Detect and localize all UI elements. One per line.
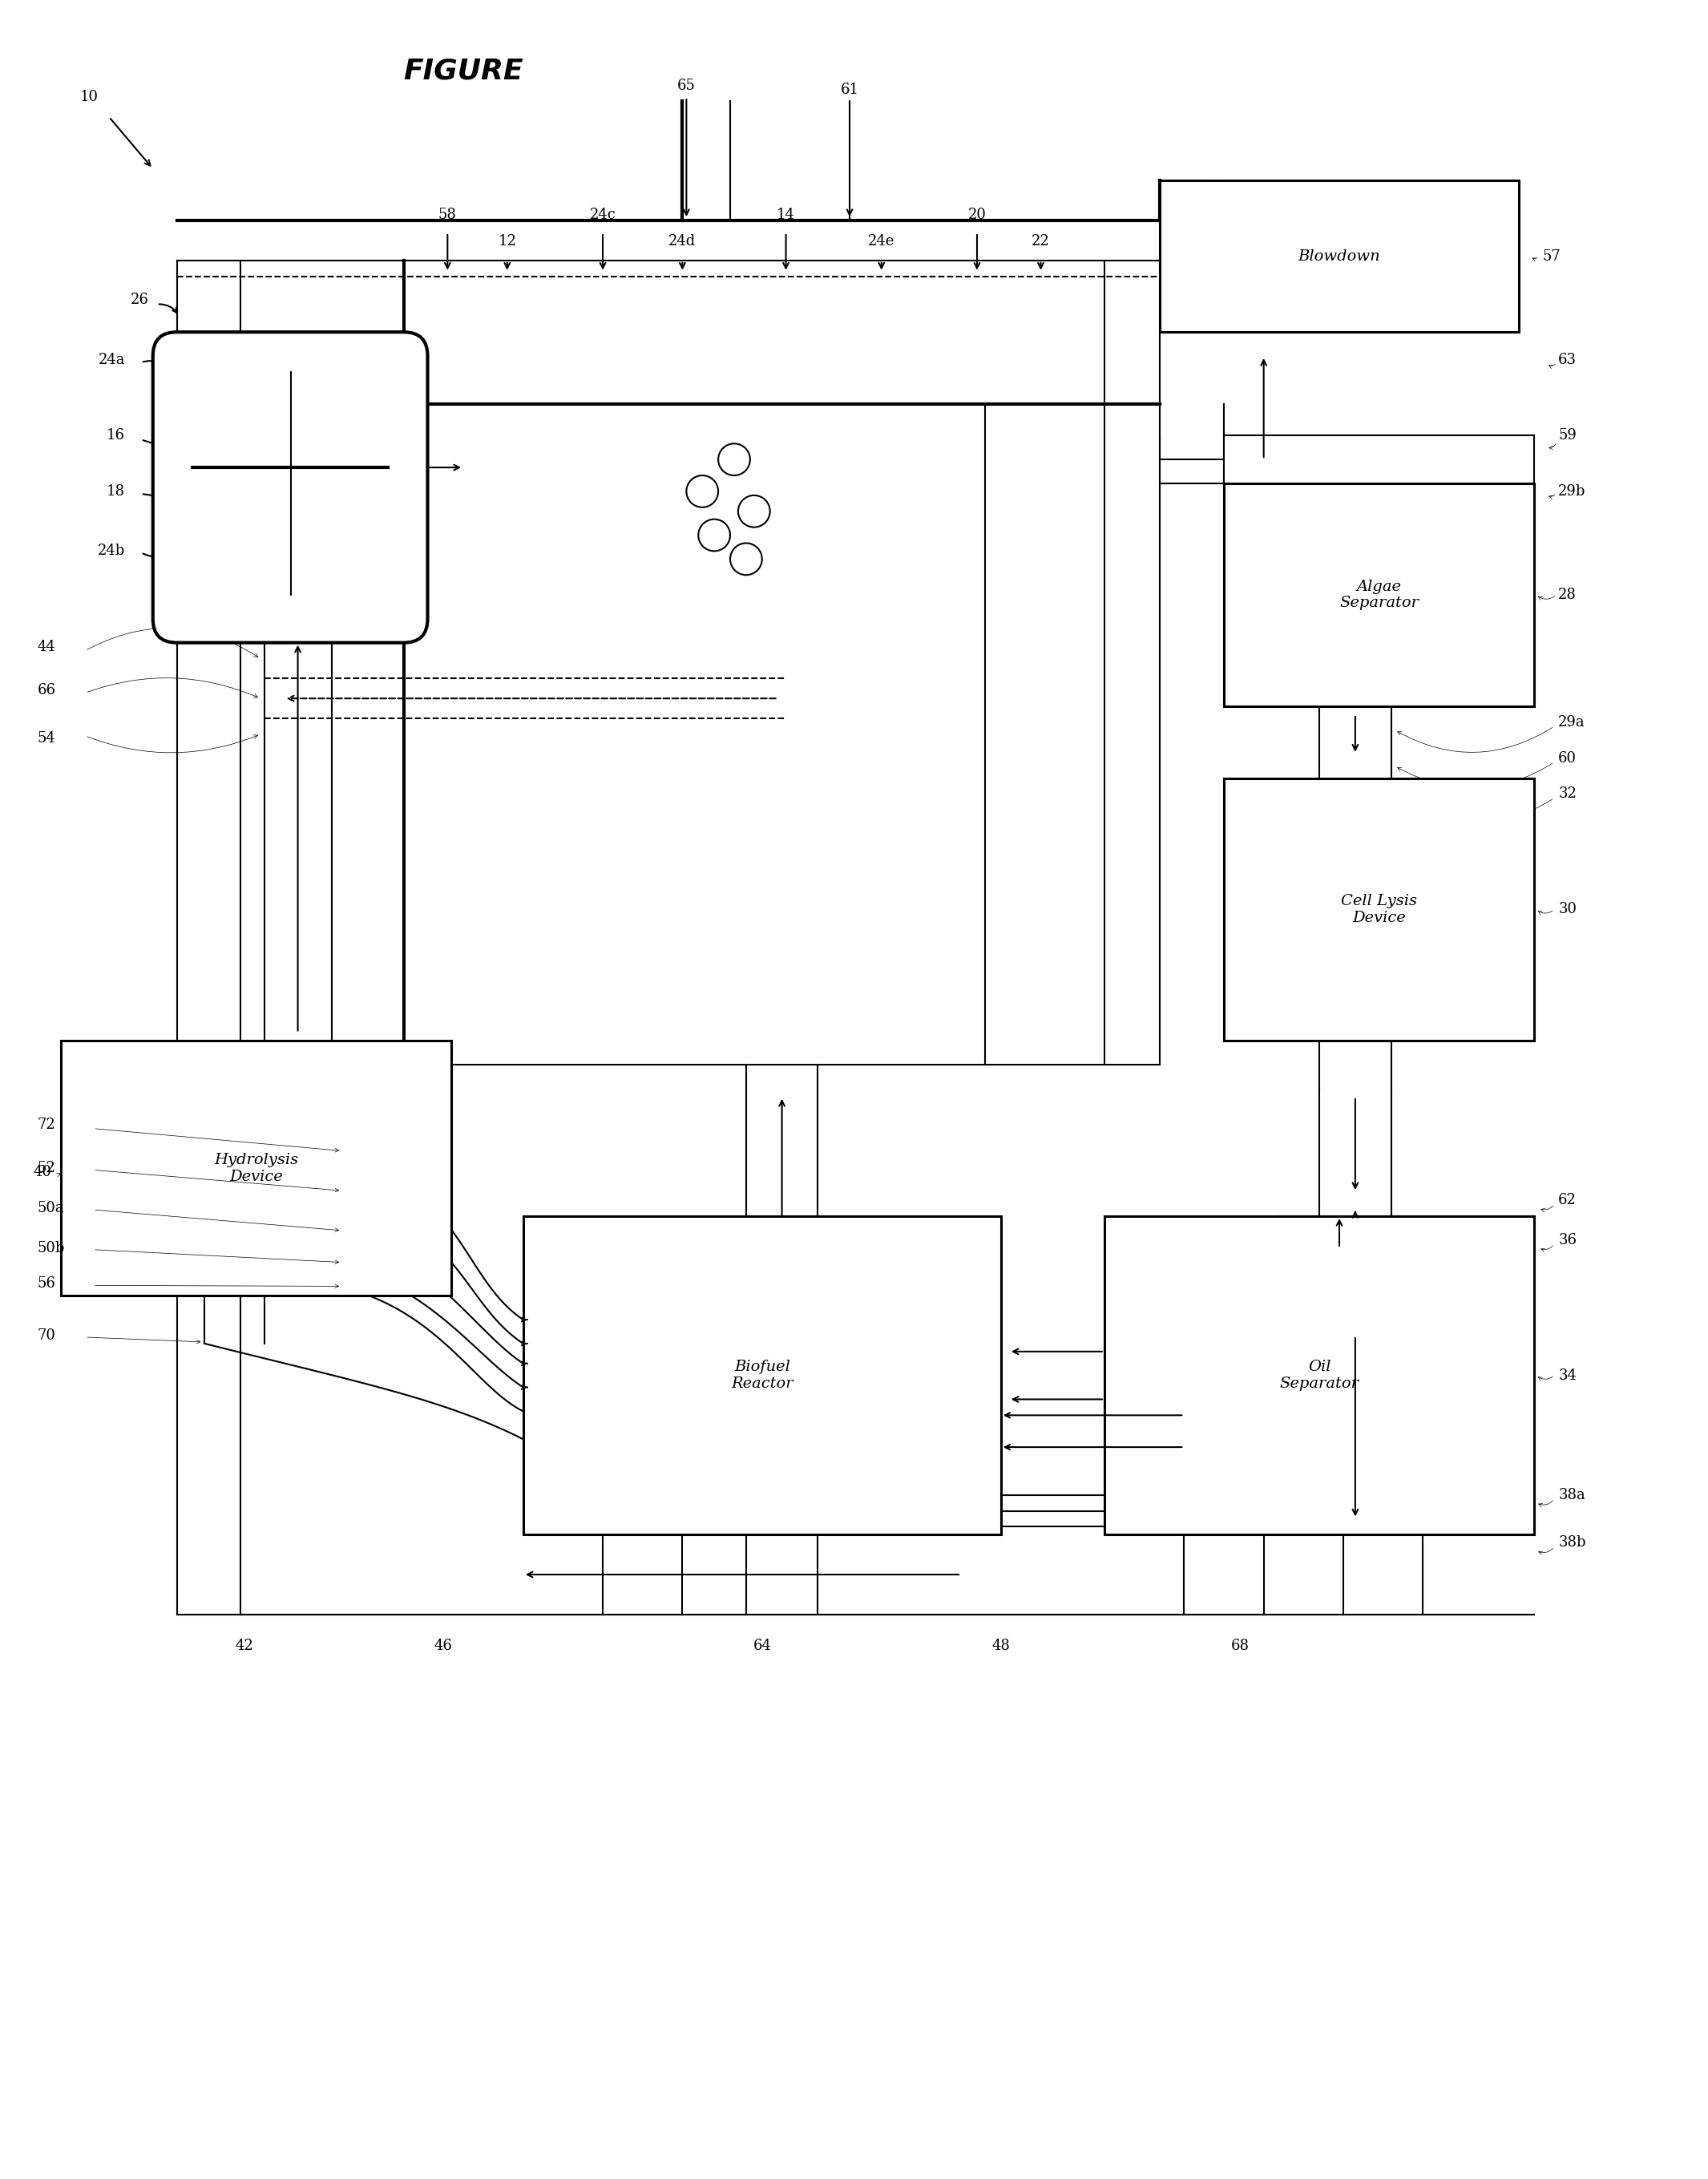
FancyBboxPatch shape: [154, 331, 427, 643]
Text: 50a: 50a: [38, 1201, 65, 1216]
Text: 66: 66: [38, 684, 56, 697]
Text: 44: 44: [38, 638, 56, 654]
Text: 62: 62: [1558, 1192, 1576, 1207]
Text: 38b: 38b: [1558, 1536, 1587, 1549]
Text: 14: 14: [777, 207, 796, 222]
Text: 26: 26: [130, 292, 149, 307]
Text: 36: 36: [1558, 1233, 1576, 1246]
FancyBboxPatch shape: [1225, 778, 1534, 1042]
Text: 22: 22: [1032, 233, 1050, 248]
Text: Oil
Separator: Oil Separator: [1279, 1360, 1360, 1390]
FancyBboxPatch shape: [61, 1042, 451, 1297]
FancyBboxPatch shape: [1105, 1216, 1534, 1534]
Text: 16: 16: [106, 429, 125, 442]
Text: 10: 10: [80, 89, 99, 105]
Text: Cell Lysis
Device: Cell Lysis Device: [1341, 893, 1418, 926]
Text: 57: 57: [1542, 248, 1561, 264]
Text: 63: 63: [1558, 353, 1576, 366]
FancyBboxPatch shape: [523, 1216, 1001, 1534]
FancyBboxPatch shape: [1160, 181, 1518, 331]
Text: 12: 12: [499, 233, 516, 248]
Text: 42: 42: [236, 1639, 253, 1654]
Text: FIGURE: FIGURE: [403, 57, 524, 85]
Text: 48: 48: [992, 1639, 1009, 1654]
Text: 68: 68: [1230, 1639, 1249, 1654]
Text: 28: 28: [1558, 588, 1576, 601]
Text: 24b: 24b: [97, 545, 125, 558]
Text: 61: 61: [840, 83, 859, 98]
Text: Blowdown: Blowdown: [1298, 248, 1380, 264]
Text: 34: 34: [1558, 1368, 1576, 1384]
Text: 30: 30: [1558, 902, 1576, 917]
Text: 29a: 29a: [1558, 715, 1585, 730]
Text: 18: 18: [106, 484, 125, 499]
Text: 64: 64: [753, 1639, 772, 1654]
Text: 24d: 24d: [668, 233, 697, 248]
Text: 54: 54: [38, 730, 56, 745]
Text: 24c: 24c: [589, 207, 617, 222]
Text: 46: 46: [434, 1639, 453, 1654]
Text: 29b: 29b: [1558, 484, 1585, 499]
Text: 65: 65: [676, 78, 695, 94]
Text: 24a: 24a: [97, 353, 125, 366]
Text: 56: 56: [38, 1277, 56, 1290]
Text: Algae
Separator: Algae Separator: [1339, 580, 1419, 610]
Text: 38a: 38a: [1558, 1488, 1585, 1501]
Text: 24e: 24e: [868, 233, 895, 248]
Text: 52: 52: [38, 1161, 56, 1174]
Text: 70: 70: [38, 1329, 56, 1342]
Text: 59: 59: [1558, 429, 1576, 442]
Text: 60: 60: [1558, 752, 1576, 765]
Text: 72: 72: [38, 1118, 56, 1131]
Text: Hydrolysis
Device: Hydrolysis Device: [214, 1153, 299, 1183]
Text: 32: 32: [1558, 787, 1576, 802]
Text: 58: 58: [439, 207, 456, 222]
Text: 20: 20: [968, 207, 986, 222]
Text: Biofuel
Reactor: Biofuel Reactor: [731, 1360, 793, 1390]
FancyBboxPatch shape: [1225, 484, 1534, 706]
Text: 50b: 50b: [38, 1240, 65, 1255]
Text: 40: 40: [34, 1166, 51, 1179]
